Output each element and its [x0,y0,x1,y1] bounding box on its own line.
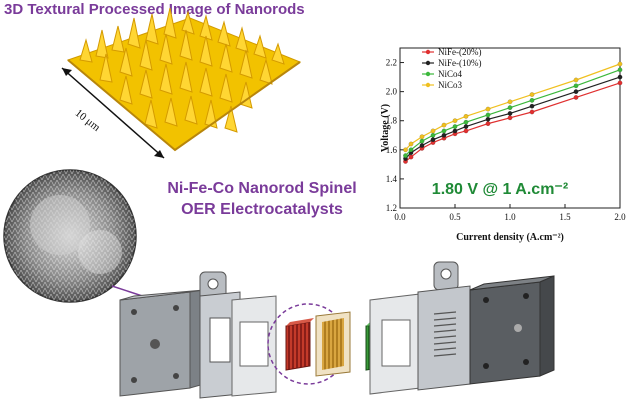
data-point [408,141,414,147]
data-point [430,137,436,143]
y-tick-label: 2.0 [386,87,398,97]
y-tick-label: 2.2 [386,58,397,68]
data-point [485,106,491,112]
data-point [485,121,491,127]
gasket-right [369,293,421,395]
data-point [463,113,469,119]
y-tick-label: 1.4 [386,174,398,184]
data-point [419,143,425,148]
data-point [403,153,408,159]
legend-label: NiFe-(20%) [438,47,482,57]
data-point [430,128,436,134]
data-point [463,119,469,125]
data-point [408,147,414,153]
scale-arrow [61,67,165,159]
legend-label: NiFe-(10%) [438,58,482,68]
data-point [529,109,535,115]
x-tick-label: 0.0 [394,212,406,222]
chart-ticks: 0.0 0.5 1.0 1.5 2.0 1.2 1.4 1.6 1.8 2.0 2.2 [386,58,626,222]
x-tick-label: 1.5 [559,212,571,222]
data-point [507,111,513,116]
current-collector-right [417,261,471,391]
chart-plot-area [399,47,621,209]
data-point [485,116,491,122]
x-tick-label: 2.0 [614,212,626,222]
data-point [617,67,623,73]
data-point [617,80,623,86]
data-point [419,138,425,144]
data-point [529,97,535,103]
data-point [573,83,579,89]
legend-swatch-marker [425,71,431,77]
data-point [452,124,458,129]
data-point [408,154,414,160]
chart-xlabel: Current density (A.cm⁻²) [456,232,564,243]
data-point [617,61,623,67]
data-point [430,132,436,138]
series-line [405,69,621,157]
data-point [403,147,408,153]
page-title: 3D Textural Processed Image of Nanorods [4,1,305,18]
data-point [573,89,579,95]
legend-swatch-marker [425,60,431,66]
red-electrode [285,318,314,371]
data-point [573,77,579,83]
data-point [529,103,535,109]
y-tick-label: 1.8 [386,116,398,126]
data-point [573,95,579,100]
y-tick-label: 1.6 [386,145,398,155]
data-point [452,128,458,134]
membrane [315,311,351,377]
gasket-left [231,295,277,397]
left-end-plate [119,289,205,397]
headline-line2: OER Electrocatalysts [181,201,343,218]
y-tick-label: 1.2 [386,203,397,213]
data-point [485,112,491,118]
legend-swatch-marker [425,49,431,55]
data-point [507,105,513,111]
sem-micrograph [3,169,137,303]
legend-swatch-marker [425,82,431,88]
data-point [441,132,447,138]
chart-series [403,61,623,164]
electrolyzer-cell [119,261,555,399]
data-point [441,122,447,128]
data-point [463,128,469,134]
chart-ylabel: Voltage (V) [380,104,391,152]
nanorod-surface-3d [67,7,302,152]
polarization-chart: 0.0 0.5 1.0 1.5 2.0 1.2 1.4 1.6 1.8 2.0 2.2 NiFe-(… [380,47,626,243]
legend-label: NiCo3 [438,80,463,90]
data-point [441,128,447,134]
data-point [507,99,513,105]
data-point [463,124,469,129]
data-point [419,134,425,140]
chart-annotation: 1.80 V @ 1 A.cm⁻² [432,181,568,198]
data-point [452,118,458,124]
legend-label: NiCo4 [438,69,463,79]
data-point [529,92,535,97]
right-end-plate [469,275,555,385]
x-tick-label: 1.0 [504,212,516,222]
data-point [617,74,623,80]
series-line [405,82,621,162]
x-tick-label: 0.5 [449,212,461,222]
headline: Ni-Fe-Co Nanorod Spinel OER Electrocatal… [162,178,362,220]
headline-line1: Ni-Fe-Co Nanorod Spinel [167,180,357,197]
current-collector-left [199,271,241,399]
data-point [507,115,513,121]
